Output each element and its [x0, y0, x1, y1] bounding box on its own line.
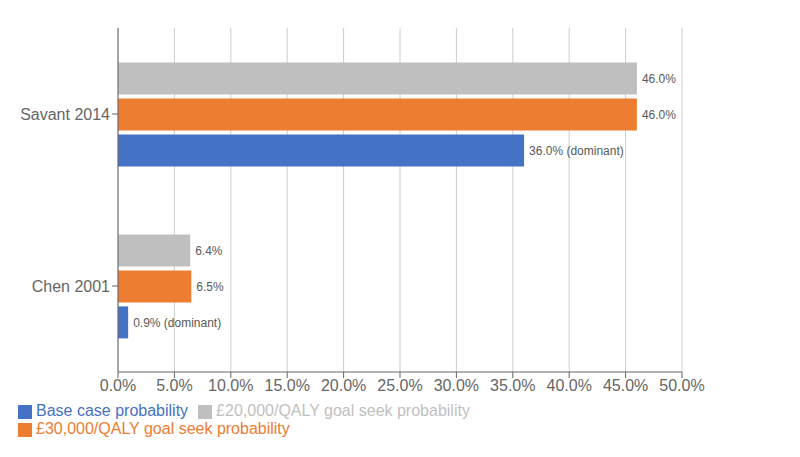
- svg-text:45.0%: 45.0%: [603, 377, 648, 394]
- svg-text:6.5%: 6.5%: [196, 280, 224, 294]
- html-text:Base case probability: Base case probability: [36, 402, 189, 419]
- svg-text:0.0%: 0.0%: [100, 377, 136, 394]
- svg-text:30.0%: 30.0%: [434, 377, 479, 394]
- svg-text:20.0%: 20.0%: [321, 377, 366, 394]
- svg-text:5.0%: 5.0%: [156, 377, 192, 394]
- svg-text:6.4%: 6.4%: [195, 244, 223, 258]
- html-text:£20,000/QALY goal seek probabi: £20,000/QALY goal seek probability: [216, 402, 470, 419]
- svg-text:0.9% (dominant): 0.9% (dominant): [133, 316, 221, 330]
- svg-text:40.0%: 40.0%: [547, 377, 592, 394]
- svg-text:46.0%: 46.0%: [642, 72, 676, 86]
- svg-text:Savant 2014: Savant 2014: [20, 106, 110, 123]
- svg-text:35.0%: 35.0%: [490, 377, 535, 394]
- svg-text:Chen 2001: Chen 2001: [32, 278, 110, 295]
- svg-text:15.0%: 15.0%: [265, 377, 310, 394]
- html-text:£30,000/QALY goal seek probabi: £30,000/QALY goal seek probability: [36, 420, 290, 437]
- svg-text:36.0% (dominant): 36.0% (dominant): [529, 144, 624, 158]
- svg-text:10.0%: 10.0%: [208, 377, 253, 394]
- svg-text:46.0%: 46.0%: [642, 108, 676, 122]
- svg-text:50.0%: 50.0%: [659, 377, 704, 394]
- svg-text:25.0%: 25.0%: [377, 377, 422, 394]
